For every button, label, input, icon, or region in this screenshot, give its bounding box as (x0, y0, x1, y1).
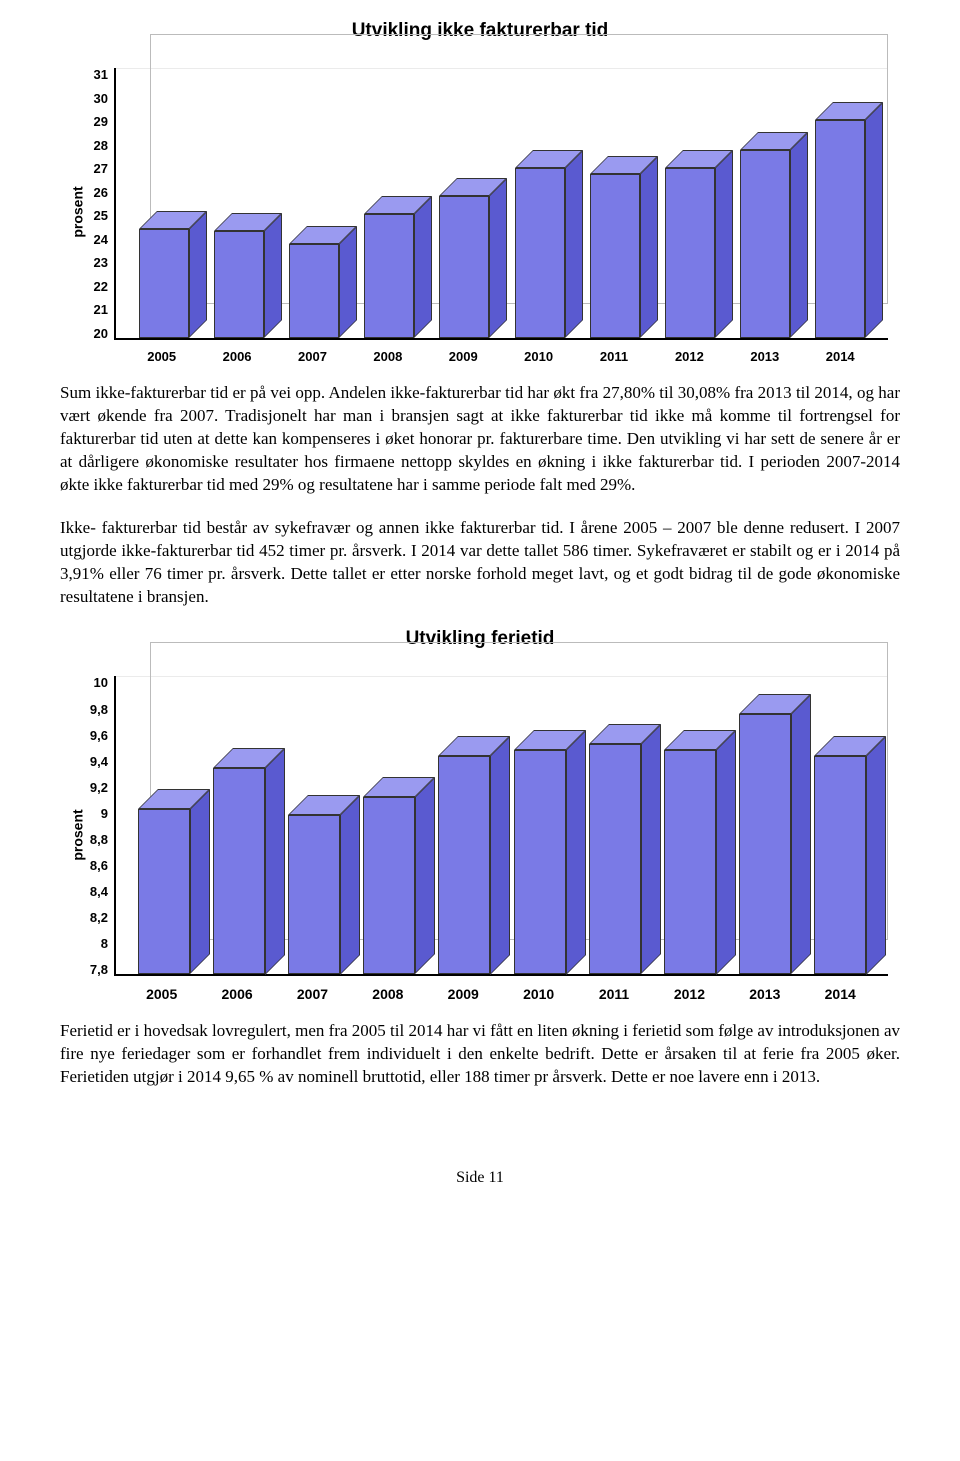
bar (665, 168, 715, 338)
ytick: 9 (80, 807, 108, 820)
bar (289, 244, 339, 338)
chart1-yticks: 31 30 29 28 27 26 25 24 23 22 21 20 (80, 68, 108, 340)
bar (139, 229, 189, 338)
bar (439, 196, 489, 338)
ytick: 9,8 (80, 703, 108, 716)
bar (364, 214, 414, 338)
xlabel: 2005 (137, 349, 187, 364)
xlabel: 2007 (286, 986, 338, 1002)
ytick: 24 (80, 233, 108, 246)
chart1-xlabels: 2005 2006 2007 2008 2009 2010 2011 2012 2013 2014 (114, 349, 888, 364)
xlabel: 2012 (664, 349, 714, 364)
chart2-yticks: 10 9,8 9,6 9,4 9,2 9 8,8 8,6 8,4 8,2 8 7,8 (80, 676, 108, 976)
xlabel: 2010 (513, 986, 565, 1002)
bar (590, 174, 640, 338)
xlabel: 2011 (589, 349, 639, 364)
ytick: 8,6 (80, 859, 108, 872)
ytick: 26 (80, 186, 108, 199)
paragraph-2: Ikke- fakturerbar tid består av sykefrav… (60, 517, 900, 609)
xlabel: 2013 (739, 986, 791, 1002)
xlabel: 2013 (740, 349, 790, 364)
xlabel: 2008 (362, 986, 414, 1002)
xlabel: 2011 (588, 986, 640, 1002)
ytick: 8,4 (80, 885, 108, 898)
ytick: 7,8 (80, 963, 108, 976)
bar (740, 150, 790, 338)
bar (214, 231, 264, 338)
bar (589, 744, 641, 974)
chart2-xlabels: 2005 2006 2007 2008 2009 2010 2011 2012 2013 2014 (114, 986, 888, 1002)
ytick: 31 (80, 68, 108, 81)
bar (814, 756, 866, 975)
ytick: 9,6 (80, 729, 108, 742)
ytick: 22 (80, 280, 108, 293)
ytick: 9,2 (80, 781, 108, 794)
ytick: 8 (80, 937, 108, 950)
xlabel: 2009 (438, 349, 488, 364)
chart1: prosent 313029282726252423222120 2005200… (70, 62, 890, 362)
chart2: prosent 109,89,69,49,298,88,68,48,287,8 … (70, 670, 890, 1000)
xlabel: 2006 (212, 349, 262, 364)
chart1-plot (114, 68, 888, 340)
paragraph-3: Ferietid er i hovedsak lovregulert, men … (60, 1020, 900, 1089)
bar (815, 120, 865, 338)
bar (213, 768, 265, 975)
xlabel: 2009 (437, 986, 489, 1002)
bar (138, 809, 190, 974)
ytick: 28 (80, 139, 108, 152)
bar (288, 815, 340, 975)
xlabel: 2008 (363, 349, 413, 364)
xlabel: 2014 (815, 349, 865, 364)
ytick: 21 (80, 303, 108, 316)
bar (515, 168, 565, 338)
ytick: 27 (80, 162, 108, 175)
bar (664, 750, 716, 975)
xlabel: 2014 (814, 986, 866, 1002)
ytick: 25 (80, 209, 108, 222)
xlabel: 2010 (514, 349, 564, 364)
chart1-bars (116, 68, 888, 338)
paragraph-1: Sum ikke-fakturerbar tid er på vei opp. … (60, 382, 900, 497)
xlabel: 2007 (287, 349, 337, 364)
bar (363, 797, 415, 974)
chart2-plot (114, 676, 888, 976)
ytick: 10 (80, 676, 108, 689)
bar (438, 756, 490, 975)
ytick: 30 (80, 92, 108, 105)
page: Utvikling ikke fakturerbar tid prosent 3… (0, 0, 960, 1227)
ytick: 8,8 (80, 833, 108, 846)
bar (739, 714, 791, 974)
xlabel: 2012 (663, 986, 715, 1002)
ytick: 8,2 (80, 911, 108, 924)
chart2-bars (116, 676, 888, 974)
xlabel: 2006 (211, 986, 263, 1002)
ytick: 23 (80, 256, 108, 269)
ytick: 20 (80, 327, 108, 340)
page-footer: Side 11 (60, 1169, 900, 1187)
ytick: 9,4 (80, 755, 108, 768)
ytick: 29 (80, 115, 108, 128)
bar (514, 750, 566, 975)
xlabel: 2005 (136, 986, 188, 1002)
